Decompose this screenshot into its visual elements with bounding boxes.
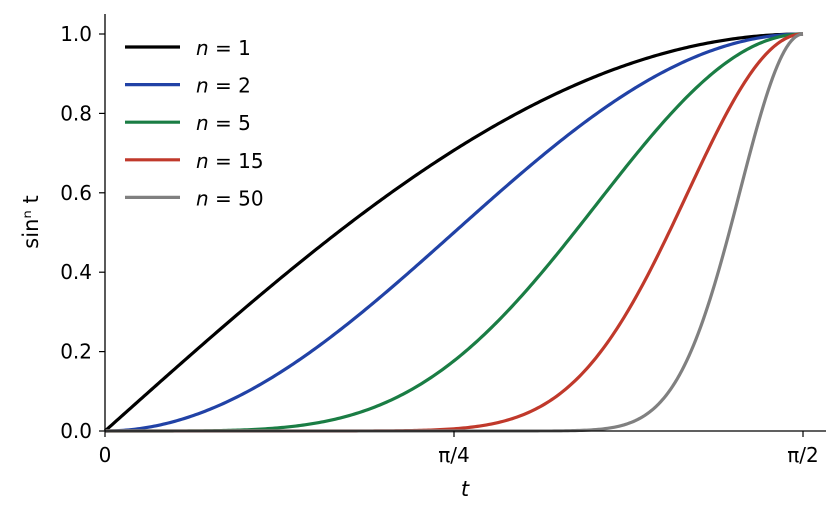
legend-entry-label: n = 2 [196,74,251,98]
axes [104,14,826,432]
legend-entry-label: n = 50 [196,186,264,210]
y-tick-label: 0.6 [60,181,92,205]
y-tick-label: 1.0 [60,22,92,46]
x-tick-label: π/4 [438,443,470,467]
legend-entry-label: n = 1 [196,36,251,60]
ticks: 0 π/4 π/2 0.0 0.2 0.4 0.6 0.8 1.0 [60,22,819,467]
series-line-n-2 [104,32,804,433]
x-tick-label: 0 [99,443,112,467]
y-tick-label: 0.8 [60,101,92,125]
y-axis-label: sinⁿ t [19,195,43,248]
legend-entry-label: n = 15 [196,149,264,173]
y-tick-label: 0.2 [60,340,92,364]
y-tick-label: 0.4 [60,260,92,284]
series-line-n-1 [103,32,804,433]
y-tick-label: 0.0 [60,419,92,443]
legend-entry-label: n = 5 [196,111,251,135]
legend: n = 1 n = 2 n = 5 n = 15 n = 50 [125,36,264,210]
x-axis-label: t [461,477,470,501]
x-tick-label: π/2 [787,443,819,467]
